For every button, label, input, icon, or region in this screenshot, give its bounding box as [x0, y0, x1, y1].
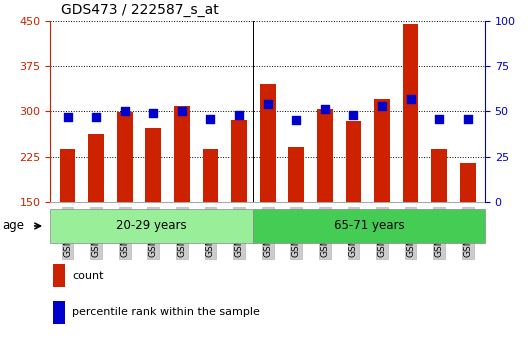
- Bar: [88, 134, 104, 202]
- Bar: [403, 24, 419, 202]
- Bar: [202, 149, 218, 202]
- Point: [206, 116, 215, 121]
- Text: percentile rank within the sample: percentile rank within the sample: [72, 307, 260, 317]
- Point: [120, 109, 129, 114]
- Point: [464, 116, 472, 121]
- Text: 20-29 years: 20-29 years: [117, 219, 187, 233]
- Point: [149, 110, 157, 116]
- Point: [407, 96, 415, 101]
- Point: [92, 114, 100, 119]
- Text: 65-71 years: 65-71 years: [334, 219, 404, 233]
- Point: [321, 107, 329, 112]
- Bar: [52, 301, 65, 324]
- Bar: [117, 112, 132, 202]
- Bar: [431, 149, 447, 202]
- Bar: [174, 107, 190, 202]
- Text: count: count: [72, 271, 103, 281]
- Bar: [346, 121, 361, 202]
- Point: [378, 103, 386, 109]
- Bar: [50, 209, 253, 243]
- Bar: [374, 99, 390, 202]
- Point: [178, 109, 186, 114]
- Point: [63, 114, 72, 119]
- Text: age: age: [3, 219, 25, 233]
- Bar: [317, 109, 333, 202]
- Text: GDS473 / 222587_s_at: GDS473 / 222587_s_at: [61, 3, 219, 17]
- Bar: [60, 149, 75, 202]
- Bar: [288, 148, 304, 202]
- Bar: [253, 209, 485, 243]
- Point: [435, 116, 444, 121]
- Bar: [231, 120, 247, 202]
- Point: [235, 112, 243, 118]
- Point: [349, 112, 358, 118]
- Point: [263, 101, 272, 107]
- Bar: [52, 264, 65, 287]
- Bar: [460, 162, 475, 202]
- Bar: [260, 84, 276, 202]
- Point: [292, 118, 301, 123]
- Bar: [145, 128, 161, 202]
